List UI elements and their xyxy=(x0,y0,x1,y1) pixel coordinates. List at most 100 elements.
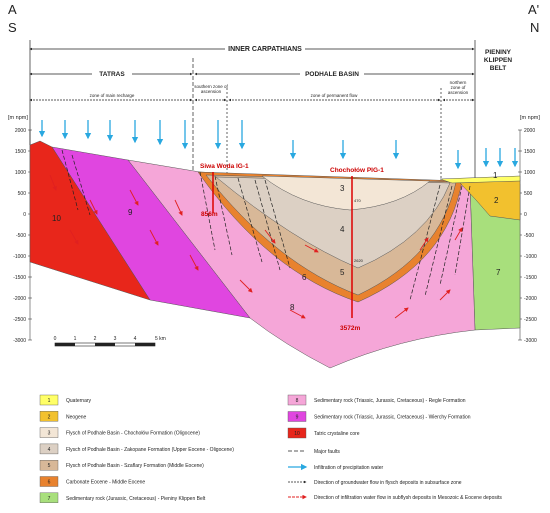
layer-number: 10 xyxy=(52,214,61,223)
legend-label: Quaternary xyxy=(66,398,92,404)
tick-label: -500 xyxy=(16,233,26,239)
scale-label: 1 xyxy=(74,336,77,342)
legend-label: Major faults xyxy=(314,449,340,455)
region-line: BELT xyxy=(490,65,507,72)
infiltration-arrows xyxy=(38,120,519,170)
legend-label: Flysch of Podhale Basin - Zakopane Forma… xyxy=(66,447,234,453)
scale-bar xyxy=(54,342,156,347)
region-label: TATRAS xyxy=(99,71,125,78)
legend: 1 Quaternary 2 Neogene 3 Flysch of Podhale Ba… xyxy=(39,394,502,503)
tick-label: -1000 xyxy=(524,254,537,260)
tick-label: -2000 xyxy=(13,296,26,302)
layer-1 xyxy=(439,175,521,184)
layer-number: 5 xyxy=(340,268,345,277)
legend-label: Sedimentary rock (Triassic, Jurassic, Cr… xyxy=(314,415,471,421)
legend-label: Flysch of Podhale Basin - Chochołów Form… xyxy=(66,431,200,437)
layer-number: 4 xyxy=(340,225,345,234)
tick-label: 1500 xyxy=(524,149,535,155)
point-label: A xyxy=(8,2,17,17)
legend-number: 2 xyxy=(48,414,51,420)
layer-number: 1 xyxy=(493,171,498,180)
zone-label: southern zone of ascension xyxy=(194,84,228,94)
tick-label: 500 xyxy=(524,191,533,197)
legend-number: 7 xyxy=(48,496,51,502)
layer-number: 2 xyxy=(494,196,499,205)
direction-label: N xyxy=(530,20,539,35)
layer-number: 6 xyxy=(302,273,307,282)
legend-label: Carbonate Eocene - Middle Eocene xyxy=(66,480,145,486)
legend-label: Neogene xyxy=(66,414,87,420)
legend-swatch xyxy=(39,460,59,471)
tick-label: 500 xyxy=(18,191,27,197)
layer-10 xyxy=(29,140,151,301)
tick-label: -3000 xyxy=(524,338,537,344)
tick-label: 1000 xyxy=(524,170,535,176)
well-depth: 856m xyxy=(201,211,218,218)
label-bg xyxy=(225,44,305,53)
region-label: PODHALE BASIN xyxy=(305,71,359,78)
legend-label: Sedimentary rock (Triassic, Jurassic, Cr… xyxy=(314,398,466,404)
tick-label: 0 xyxy=(23,212,26,218)
zone-line: northern xyxy=(450,80,467,85)
region-line: KLIPPEN xyxy=(484,57,512,64)
legend-swatch xyxy=(39,492,59,503)
tick-label: -1000 xyxy=(13,254,26,260)
legend-swatch xyxy=(39,427,59,438)
label-bg xyxy=(300,69,364,78)
tick-label: -3000 xyxy=(13,338,26,344)
region-line: PIENINY xyxy=(485,49,512,56)
zone-label: northern zone of ascension xyxy=(448,80,469,95)
scale-labels: 0 1 2 3 4 5 km xyxy=(54,336,166,342)
legend-label: Direction of infiltration water flow in … xyxy=(314,495,502,501)
legend-number: 1 xyxy=(48,398,51,404)
axis-unit: [m npm] xyxy=(8,115,28,121)
legend-swatch xyxy=(287,427,307,439)
tick-label: -2500 xyxy=(524,317,537,323)
layer-number: 7 xyxy=(496,268,501,277)
scale-label: 0 xyxy=(54,336,57,342)
faults xyxy=(61,149,471,301)
legend-swatch xyxy=(39,411,59,422)
legend-number: 6 xyxy=(48,480,51,486)
legend-label: Tatric crystaline core xyxy=(314,431,360,437)
zone-line: ascension xyxy=(448,90,469,95)
scale-label: 3 xyxy=(114,336,117,342)
legend-swatch xyxy=(287,394,307,406)
layer-3 xyxy=(261,175,431,211)
layer-number: 9 xyxy=(128,208,133,217)
zone-line: zone of xyxy=(451,85,467,90)
legend-number: 5 xyxy=(48,463,51,469)
legend-swatch xyxy=(39,394,59,406)
legend-swatch xyxy=(287,411,307,422)
depth-mark: 470 xyxy=(354,198,361,203)
tick-label: -2500 xyxy=(13,317,26,323)
label-bg xyxy=(92,69,132,78)
legend-label: Flysch of Podhale Basin - Szaflary Forma… xyxy=(66,463,204,469)
scale-label: 5 km xyxy=(155,336,166,342)
legend-swatch xyxy=(39,443,59,455)
tick-label: 2000 xyxy=(524,128,535,134)
region-label: PIENINY KLIPPEN BELT xyxy=(484,49,512,72)
scale-label: 4 xyxy=(134,336,137,342)
layer-numbers: 1 2 3 4 5 6 7 8 9 10 xyxy=(52,171,501,312)
legend-label: Direction of groundwater flow in flysch … xyxy=(314,480,462,486)
legend-number: 8 xyxy=(296,398,299,404)
zone-line: southern zone of xyxy=(194,84,228,89)
layer-number: 8 xyxy=(290,303,295,312)
tick-label: 0 xyxy=(524,212,527,218)
tick-label: -1500 xyxy=(13,275,26,281)
zone-label: zone of permanent flow xyxy=(311,93,359,98)
flow-arrows xyxy=(49,174,463,319)
legend-label: Infiltration of precipitation water xyxy=(314,465,384,471)
legend-number: 4 xyxy=(48,447,51,453)
well-name: Chochołów PIG-1 xyxy=(330,167,384,174)
legend-number: 10 xyxy=(294,431,300,437)
tick-label: 2000 xyxy=(15,128,26,134)
legend-symbols xyxy=(288,450,308,500)
geology xyxy=(29,140,521,369)
legend-number: 3 xyxy=(48,431,51,437)
tick-label: 1000 xyxy=(15,170,26,176)
tick-label: 1500 xyxy=(15,149,26,155)
legend-swatch xyxy=(39,476,59,487)
